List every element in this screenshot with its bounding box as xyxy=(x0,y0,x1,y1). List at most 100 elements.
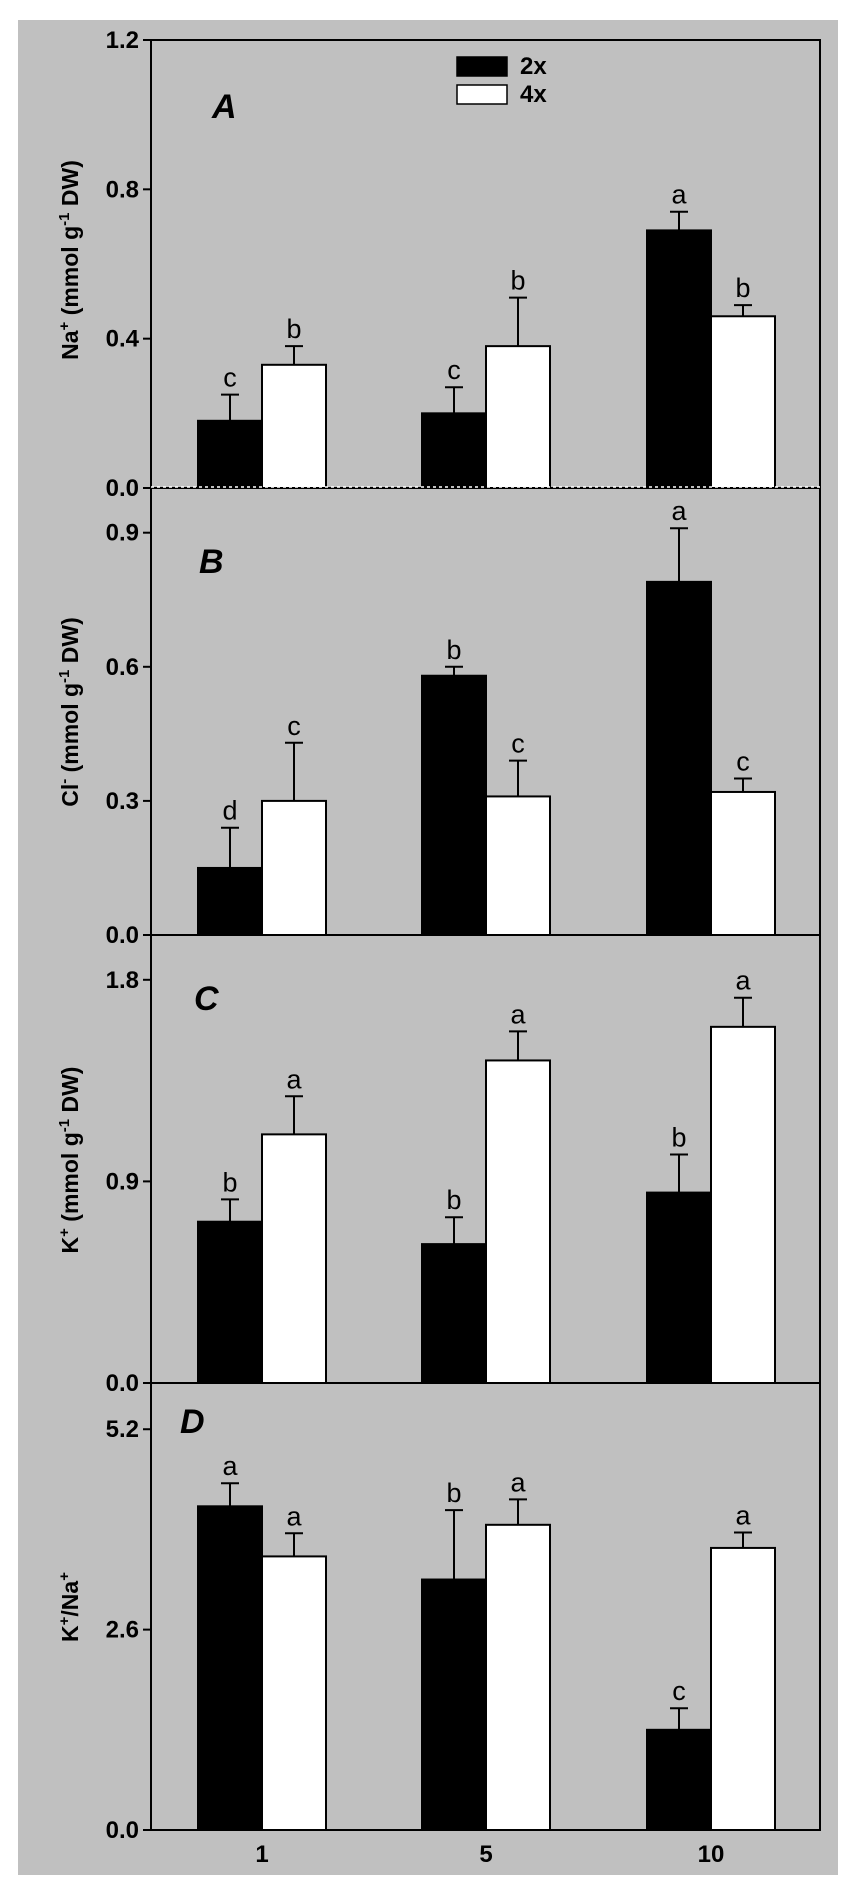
significance-letter: a xyxy=(510,999,526,1029)
y-label-exponent: -1 xyxy=(56,1119,73,1132)
significance-letter: c xyxy=(223,363,237,393)
panel-label: B xyxy=(199,543,224,581)
bar-4x-10 xyxy=(710,1025,776,1384)
legend-swatch-4x xyxy=(456,84,508,105)
y-label-exponent: -1 xyxy=(56,670,73,683)
y-tick-label: 0.3 xyxy=(106,788,139,815)
y-axis-label: Cl- (mmol g-1 DW) xyxy=(56,617,83,807)
y-label-ion: Cl xyxy=(57,784,83,807)
significance-letter: b xyxy=(510,266,525,296)
significance-letter: a xyxy=(222,1451,238,1481)
y-label-unit: (mmol g xyxy=(57,226,83,322)
significance-letter: c xyxy=(287,711,301,741)
y-label-charge: - xyxy=(56,779,73,784)
y-label-charge: + xyxy=(56,1616,73,1625)
bar-4x-1 xyxy=(261,1555,327,1831)
significance-letter: c xyxy=(511,729,525,759)
significance-letter: a xyxy=(735,966,751,996)
legend-swatch-2x xyxy=(456,56,508,77)
bar-2x-10 xyxy=(646,580,712,936)
bar-2x-1 xyxy=(197,866,263,937)
bar-4x-5 xyxy=(485,345,551,489)
bar-4x-10 xyxy=(710,1546,776,1832)
significance-letter: c xyxy=(672,1676,686,1706)
y-tick-label: 0.0 xyxy=(106,475,139,502)
y-tick-label: 5.2 xyxy=(106,1416,139,1443)
y-tick-label: 1.8 xyxy=(106,967,139,994)
bar-2x-5 xyxy=(421,1578,487,1832)
bar-4x-1 xyxy=(261,799,327,937)
y-tick-label: 2.6 xyxy=(106,1617,139,1644)
y-label-unit: (mmol g xyxy=(57,1132,83,1228)
y-label-charge: + xyxy=(56,1228,73,1237)
significance-letter: b xyxy=(735,273,750,303)
significance-letter: a xyxy=(671,496,687,526)
bar-4x-1 xyxy=(261,363,327,489)
bar-4x-5 xyxy=(485,795,551,936)
y-label-unit-end: DW) xyxy=(57,160,83,212)
y-axis-label: K+/Na+ xyxy=(56,1572,83,1642)
significance-letter: a xyxy=(286,1501,302,1531)
bar-2x-10 xyxy=(646,1728,712,1831)
y-tick-label: 0.9 xyxy=(106,1168,139,1195)
y-tick-label: 0.9 xyxy=(106,520,139,547)
legend-label-2x: 2x xyxy=(520,53,547,80)
y-tick-label: 0.0 xyxy=(106,1370,139,1397)
y-tick-label: 0.4 xyxy=(106,326,140,353)
significance-letter: c xyxy=(736,747,750,777)
y-label-charge: + xyxy=(56,321,73,330)
y-label-unit: /Na xyxy=(57,1581,83,1617)
bar-2x-1 xyxy=(197,1220,263,1384)
y-tick-label: 0.8 xyxy=(106,176,139,203)
bar-2x-10 xyxy=(646,1191,712,1384)
y-label-unit-end: DW) xyxy=(57,617,83,669)
panel-label: C xyxy=(194,980,219,1018)
y-label-ion: Na xyxy=(57,330,83,360)
legend: 2x 4x xyxy=(456,53,547,108)
significance-letter: b xyxy=(446,1478,461,1508)
bar-2x-1 xyxy=(197,419,263,489)
x-tick-label: 10 xyxy=(698,1841,725,1868)
significance-letter: b xyxy=(446,1185,461,1215)
y-tick-label: 0.0 xyxy=(106,922,139,949)
bar-4x-5 xyxy=(485,1059,551,1384)
y-label-ion: K xyxy=(57,1625,83,1642)
significance-letter: b xyxy=(446,635,461,665)
bar-4x-1 xyxy=(261,1133,327,1384)
bar-2x-5 xyxy=(421,412,487,490)
significance-letter: d xyxy=(222,796,237,826)
x-tick-label: 5 xyxy=(479,1841,492,1868)
bar-4x-5 xyxy=(485,1523,551,1831)
panel-A: 0.0 0.4 0.8 1.2 Na+ (mmol g-1 DW) Ac c a b b b xyxy=(56,27,821,502)
panel-label: A xyxy=(211,88,237,126)
bar-4x-10 xyxy=(710,315,776,489)
significance-letter: b xyxy=(286,314,301,344)
significance-letter: a xyxy=(735,1501,751,1531)
x-tick-label: 1 xyxy=(255,1841,268,1868)
y-tick-label: 1.2 xyxy=(106,27,139,54)
significance-letter: a xyxy=(510,1467,526,1497)
y-tick-label: 0.0 xyxy=(106,1817,139,1844)
significance-letter: c xyxy=(447,355,461,385)
y-label-unit: (mmol g xyxy=(57,683,83,779)
significance-letter: a xyxy=(671,180,687,210)
panel-label: D xyxy=(180,1403,205,1441)
significance-letter: b xyxy=(671,1123,686,1153)
y-axis-label: K+ (mmol g-1 DW) xyxy=(56,1067,83,1254)
y-tick-label: 0.6 xyxy=(106,654,139,681)
bar-2x-5 xyxy=(421,1243,487,1384)
y-label-unit-end: DW) xyxy=(57,1067,83,1119)
legend-label-4x: 4x xyxy=(520,81,547,108)
bar-2x-5 xyxy=(421,674,487,936)
significance-letter: a xyxy=(286,1064,302,1094)
y-axis-label: Na+ (mmol g-1 DW) xyxy=(56,160,83,360)
y-label-exponent: -1 xyxy=(56,213,73,226)
bar-2x-10 xyxy=(646,229,712,489)
y-label-exponent: + xyxy=(56,1572,73,1581)
y-label-ion: K xyxy=(57,1236,83,1253)
bar-2x-1 xyxy=(197,1505,263,1831)
significance-letter: b xyxy=(222,1167,237,1197)
